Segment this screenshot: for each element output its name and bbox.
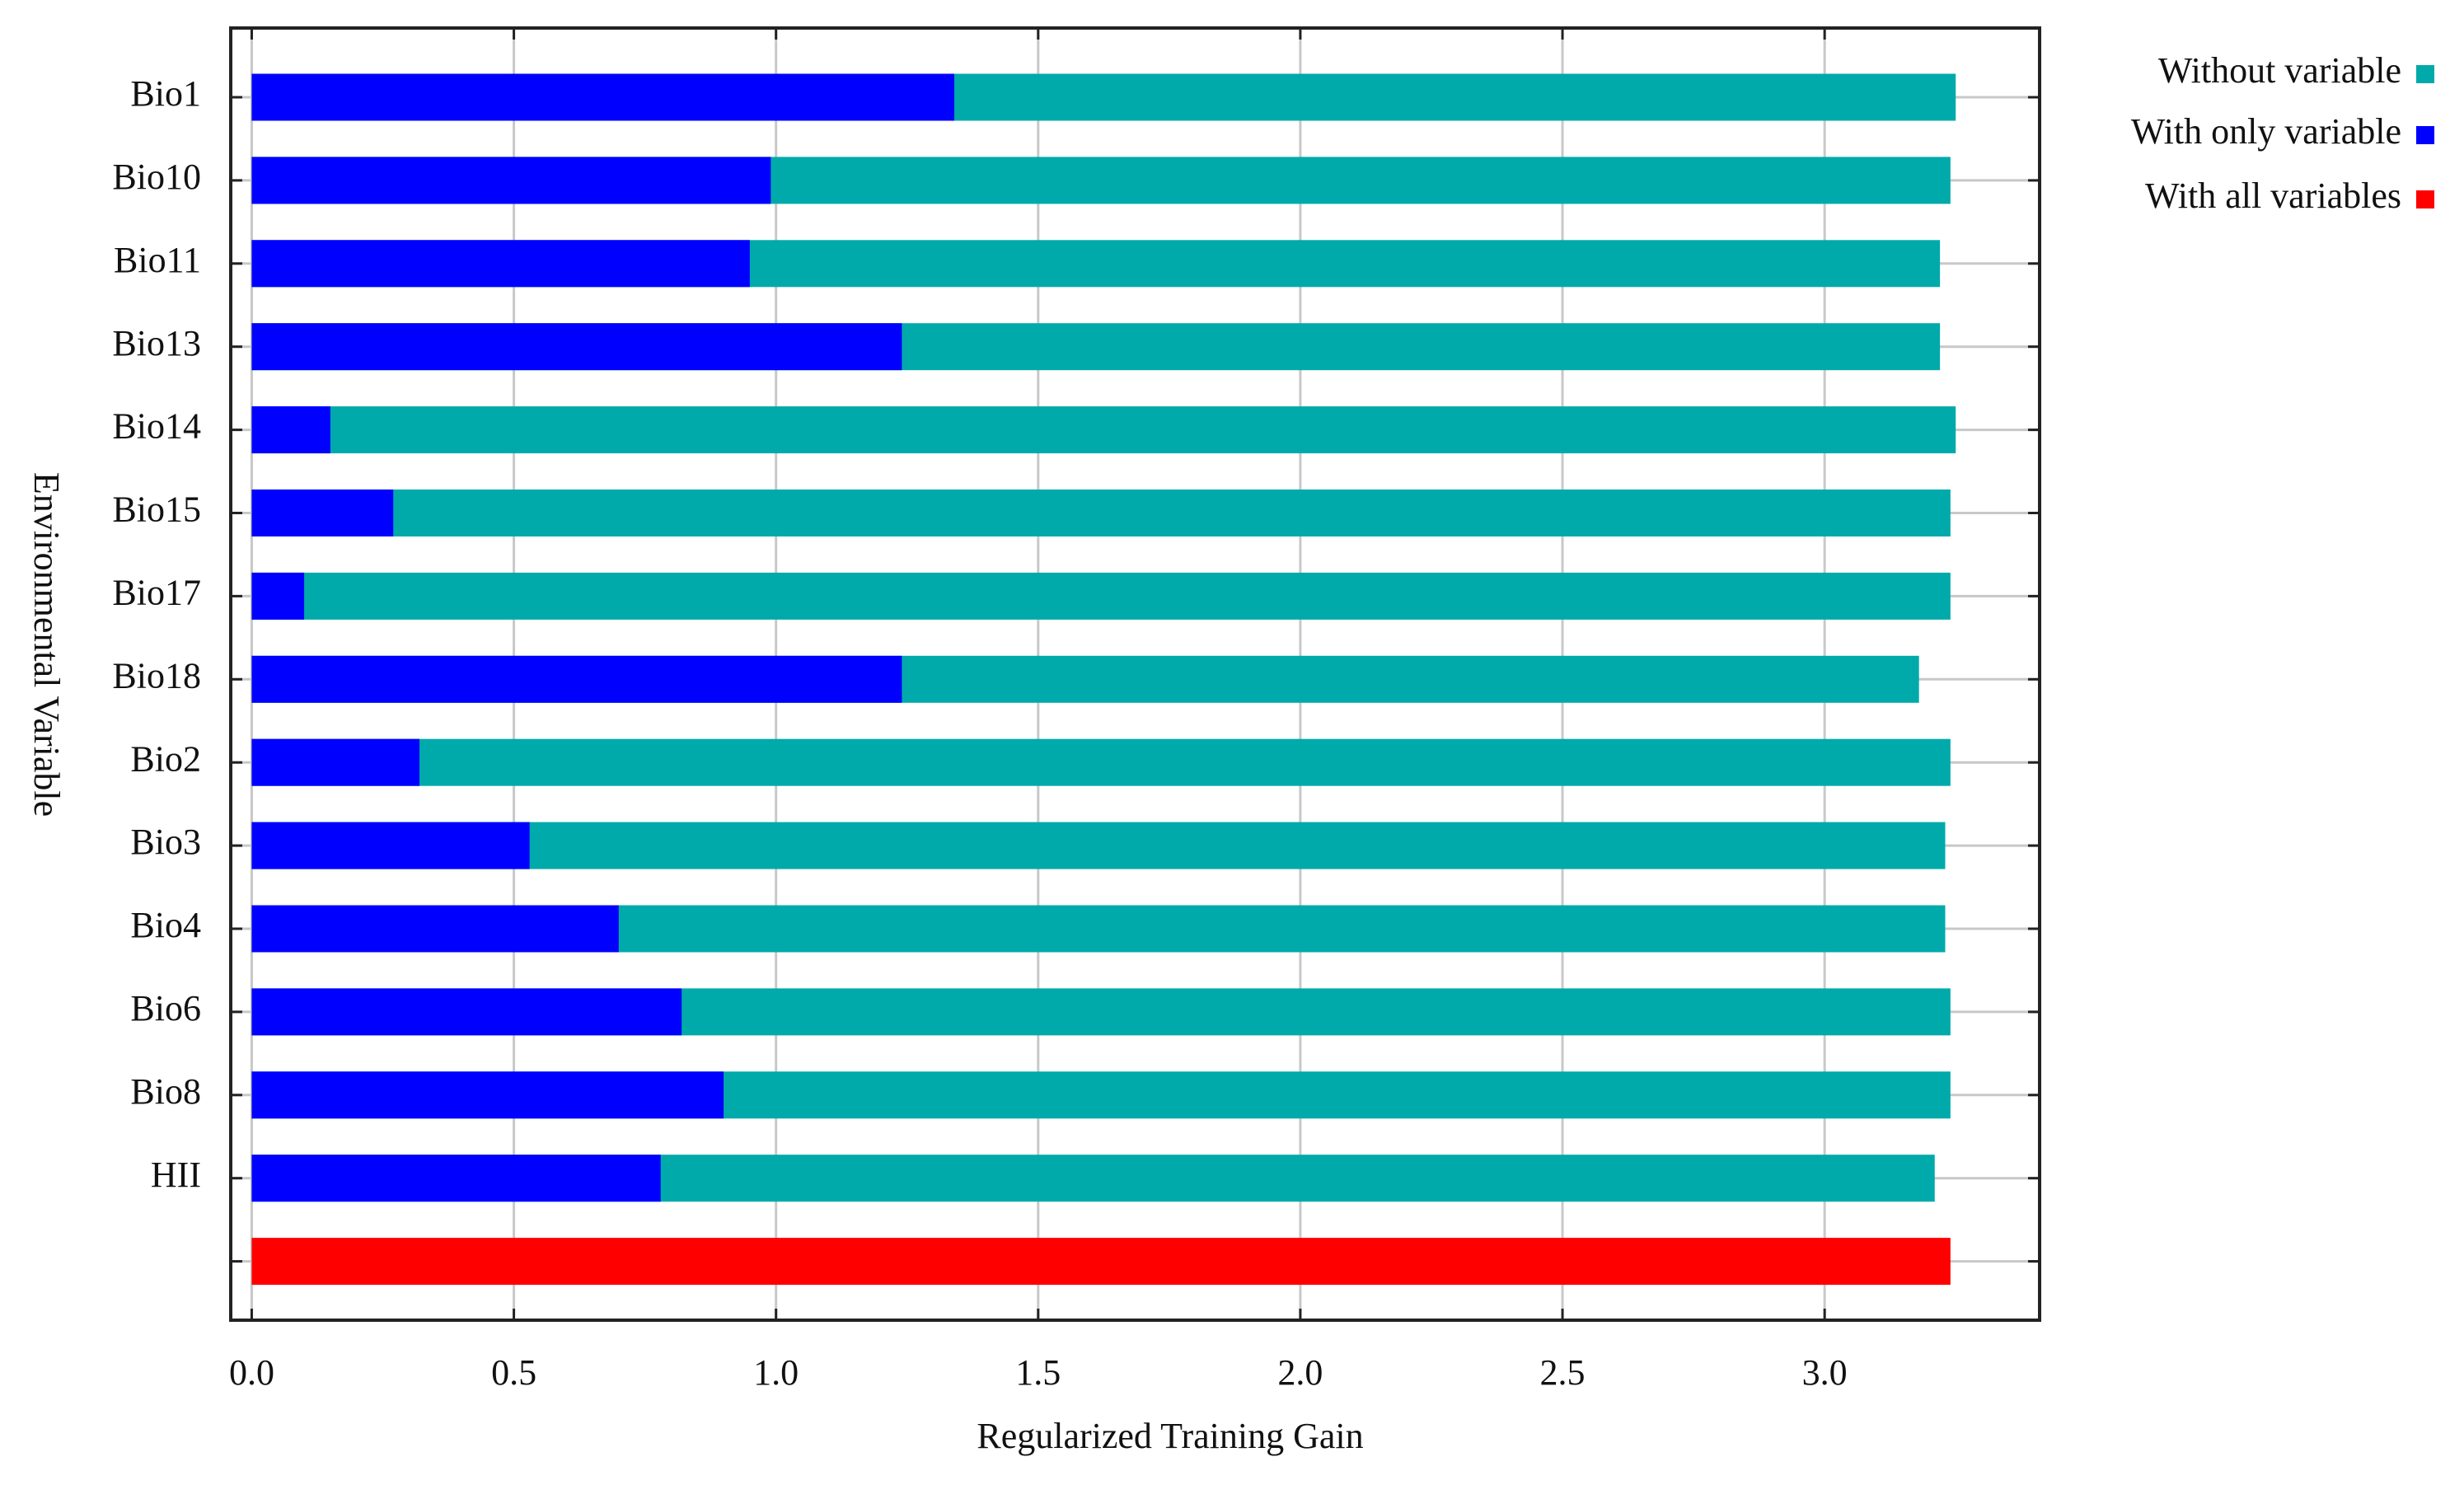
bar xyxy=(251,572,305,620)
x-tick-label: 0.0 xyxy=(229,1352,274,1393)
x-tick-label: 2.0 xyxy=(1277,1352,1323,1393)
y-tick-label: Bio11 xyxy=(114,240,201,280)
bar xyxy=(251,738,420,786)
bar xyxy=(251,1238,1951,1286)
y-tick-label: Bio17 xyxy=(112,572,201,612)
bar xyxy=(251,490,394,536)
bar xyxy=(251,822,530,869)
y-tick-label: Bio10 xyxy=(112,157,201,197)
bar xyxy=(251,240,750,288)
y-tick-label: Bio15 xyxy=(112,490,201,530)
x-tick-label: 3.0 xyxy=(1802,1352,1848,1393)
plot-frame xyxy=(229,26,2041,1322)
bar xyxy=(251,323,902,371)
y-tick-label: Bio1 xyxy=(130,73,201,114)
x-tick-label: 0.5 xyxy=(491,1352,536,1393)
y-tick-label: Bio3 xyxy=(130,822,201,862)
bar xyxy=(251,490,1951,536)
y-tick-label: Bio8 xyxy=(130,1071,201,1112)
bar xyxy=(251,655,902,703)
y-tick-label: Bio2 xyxy=(130,738,201,779)
bar xyxy=(251,406,1956,454)
bar xyxy=(251,572,1951,620)
legend-label: Without variable xyxy=(2158,50,2401,91)
legend-swatch xyxy=(2416,126,2434,144)
bar xyxy=(251,73,954,121)
bar xyxy=(251,406,330,454)
bar xyxy=(251,738,1951,786)
y-tick-label: HII xyxy=(151,1155,201,1195)
y-axis-label: Environmental Variable xyxy=(26,472,67,817)
y-tick-label: Bio14 xyxy=(112,406,201,447)
legend-label: With all variables xyxy=(2145,176,2401,216)
bar xyxy=(251,822,1946,869)
y-tick-label: Bio6 xyxy=(130,988,201,1028)
bar xyxy=(251,988,682,1036)
legend-swatch xyxy=(2416,190,2434,208)
x-tick-label: 2.5 xyxy=(1540,1352,1586,1393)
y-tick-label: Bio13 xyxy=(112,323,201,363)
legend-label: With only variable xyxy=(2131,111,2401,152)
bar xyxy=(251,905,619,953)
bar xyxy=(251,1155,661,1202)
bar xyxy=(251,1071,724,1119)
legend-swatch xyxy=(2416,65,2434,83)
x-axis-label: Regularized Training Gain xyxy=(977,1416,1363,1456)
bar xyxy=(251,157,771,204)
y-tick-label: Bio4 xyxy=(130,905,201,945)
x-tick-label: 1.5 xyxy=(1015,1352,1061,1393)
y-tick-label: Bio18 xyxy=(112,655,201,696)
x-tick-label: 1.0 xyxy=(753,1352,799,1393)
